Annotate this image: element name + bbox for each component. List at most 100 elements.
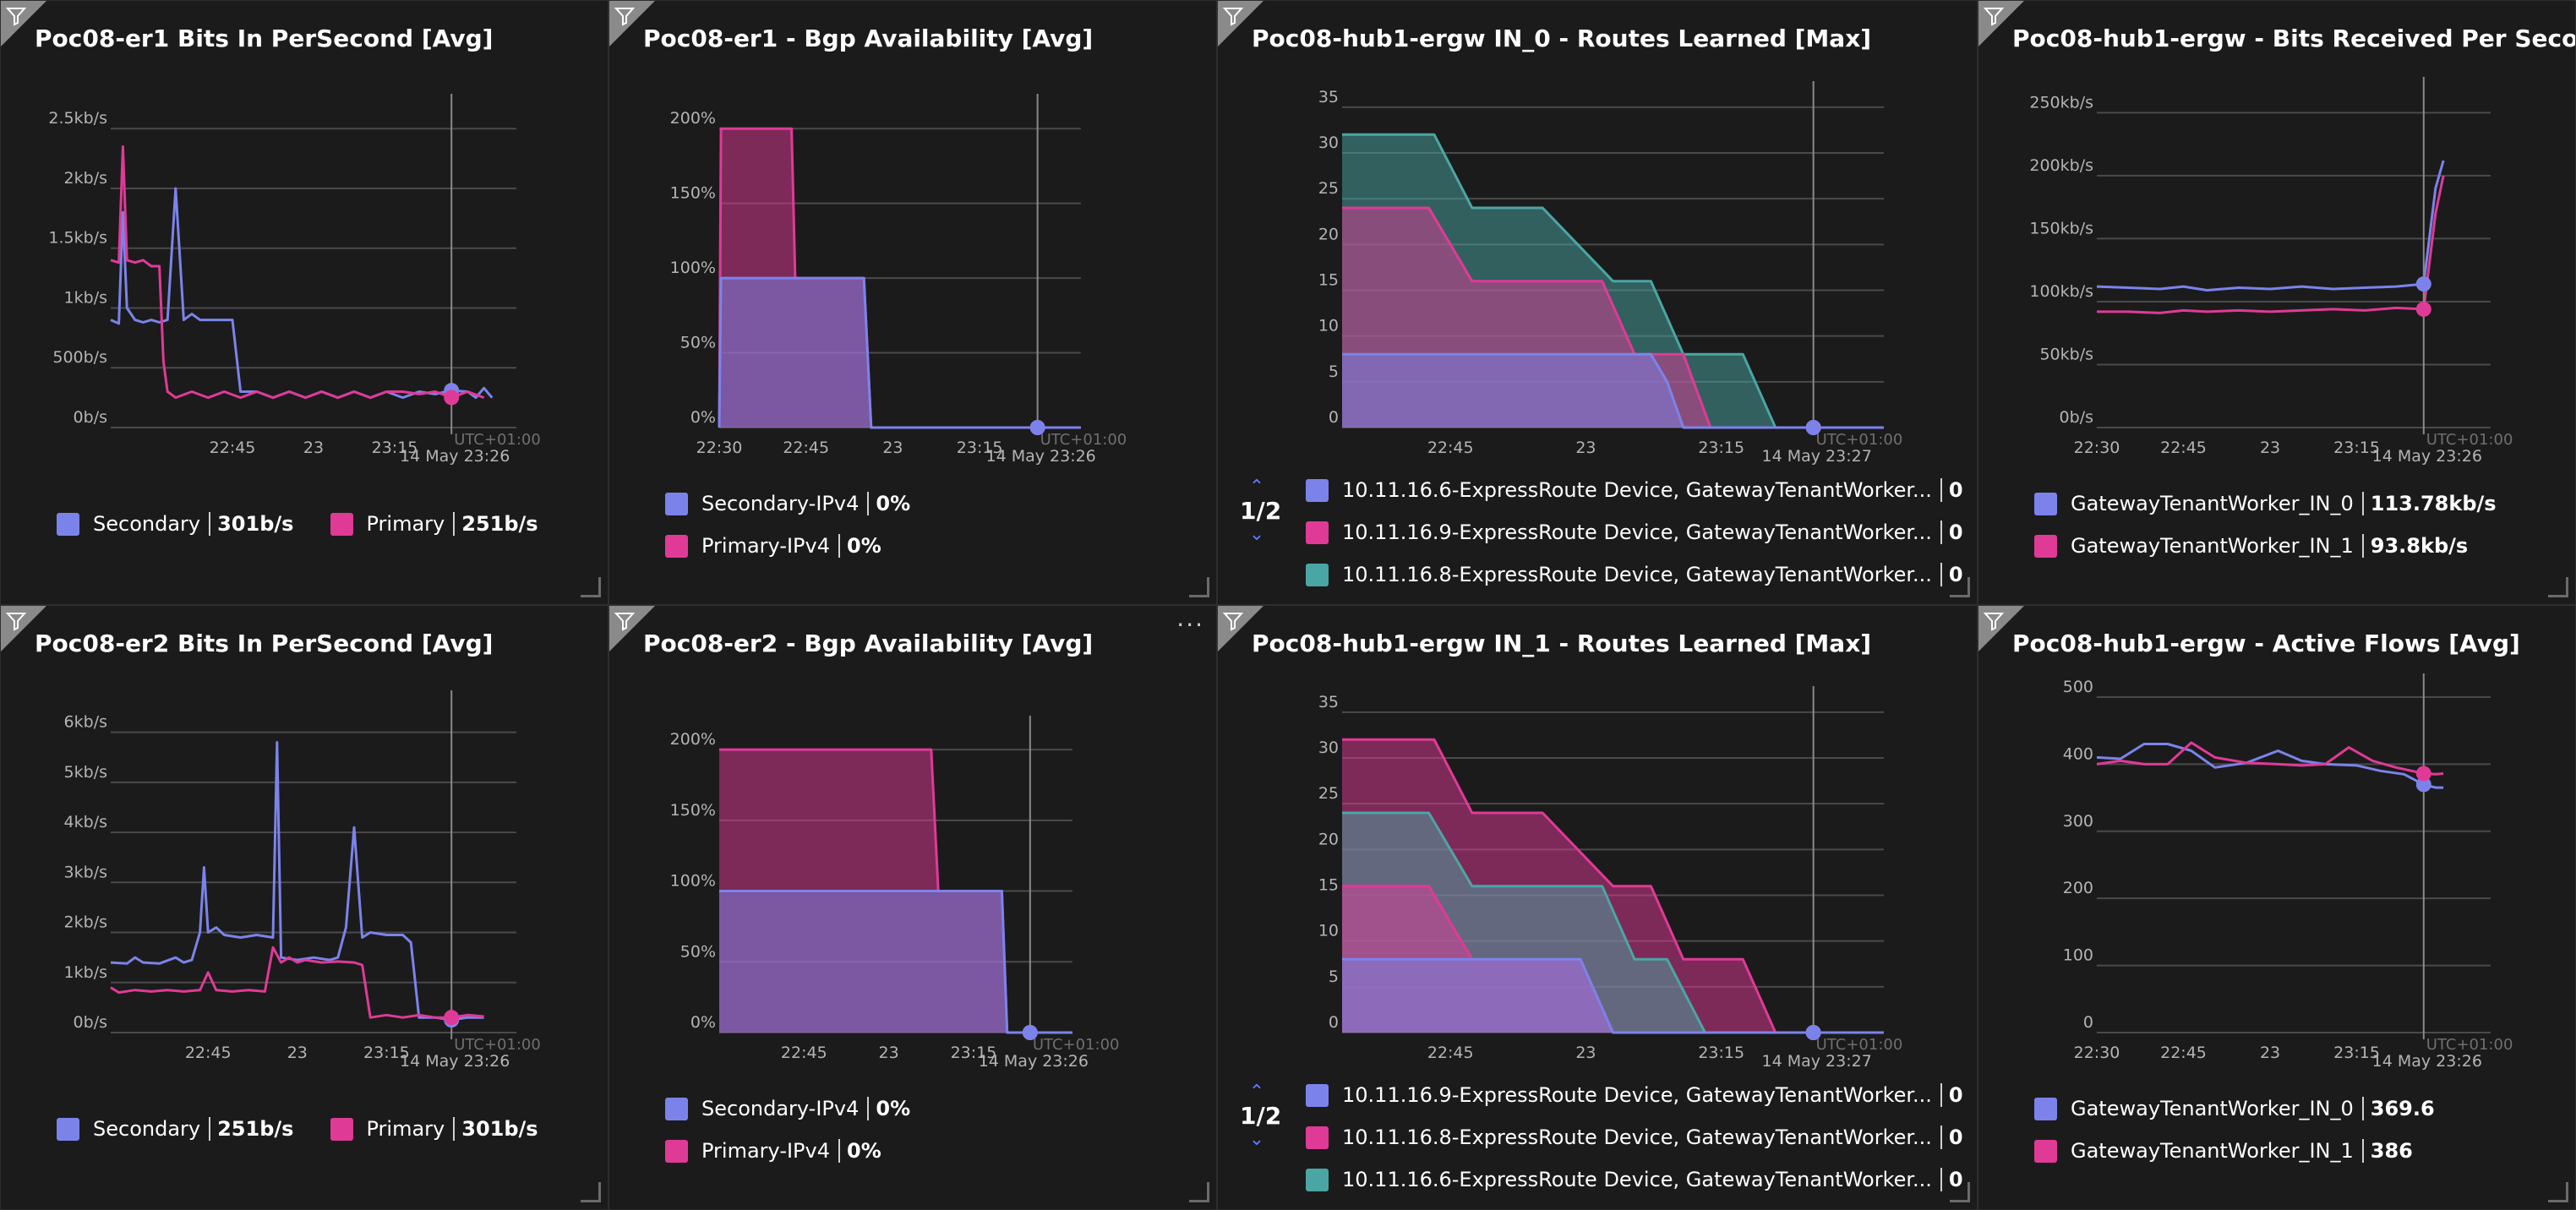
legend-value: 93.8kb/s — [2370, 534, 2469, 558]
legend-label: Secondary-IPv4 — [701, 1097, 860, 1120]
resize-handle[interactable] — [1189, 577, 1209, 597]
y-tick-label: 250kb/s — [2029, 93, 2093, 112]
y-tick-label: 0% — [690, 1013, 716, 1032]
timezone-label: UTC+01:00 — [1033, 1036, 1120, 1054]
resize-handle[interactable] — [1189, 1182, 1209, 1202]
tile-hub1-bits-recv[interactable]: Poc08-hub1-ergw - Bits Received Per Seco… — [1978, 0, 2576, 605]
filter-icon — [614, 8, 636, 26]
y-tick-label: 10 — [1318, 317, 1339, 335]
cursor-time-label: 14 May 23:26 — [400, 447, 510, 466]
chart: 0% 50% 100% 150% 200% 22:45 23 23:15 UTC+01:0014… — [670, 716, 1120, 1071]
x-tick-label: 23 — [287, 1044, 308, 1062]
x-tick-label: 23:15 — [2333, 1044, 2380, 1062]
tile-er1-bits[interactable]: Poc08-er1 Bits In PerSecond [Avg] 0b/s 500… — [0, 0, 609, 605]
x-tick-label: 22:45 — [783, 439, 829, 457]
series-line — [1342, 133, 1884, 429]
series-area — [1342, 959, 1884, 1033]
y-tick-label: 15 — [1318, 271, 1339, 290]
x-tick-label: 22:45 — [210, 439, 256, 457]
legend-label: GatewayTenantWorker_IN_1 — [2071, 534, 2354, 558]
legend-swatch — [665, 1097, 688, 1120]
legend-separator — [1940, 563, 1942, 586]
legend-item[interactable]: 10.11.16.6-ExpressRoute Device, GatewayT… — [1306, 1165, 1963, 1194]
y-tick-label: 50% — [680, 334, 716, 352]
tile-er1-bgp[interactable]: Poc08-er1 - Bgp Availability [Avg] 0% 50% 1… — [609, 0, 1217, 605]
legend-item[interactable]: 10.11.16.6-ExpressRoute Device, GatewayT… — [1306, 476, 1963, 504]
y-tick-label: 100 — [2063, 946, 2093, 965]
legend-item[interactable]: Primary 251b/s — [330, 510, 538, 538]
x-tick-label: 23 — [882, 439, 903, 457]
series-line — [1342, 352, 1884, 429]
more-options-icon[interactable]: ··· — [1176, 611, 1204, 639]
legend-value: 0 — [1948, 521, 1963, 544]
cursor-time-label: 14 May 23:26 — [979, 1052, 1089, 1071]
tile-er2-bgp[interactable]: Poc08-er2 - Bgp Availability [Avg] ··· 0% 5… — [609, 605, 1217, 1210]
page-indicator: 1/2 — [1240, 1102, 1282, 1130]
cursor-point — [2415, 301, 2431, 317]
resize-handle[interactable] — [1950, 1182, 1970, 1202]
legend-swatch — [665, 1139, 688, 1163]
x-tick-label: 23 — [2260, 439, 2280, 457]
cursor-point — [2415, 777, 2431, 793]
tile-hub1-in0-routes[interactable]: Poc08-hub1-ergw IN_0 - Routes Learned [M… — [1217, 0, 1978, 605]
legend-separator — [838, 1139, 841, 1163]
tile-hub1-flows[interactable]: Poc08-hub1-ergw - Active Flows [Avg] 0 100… — [1978, 605, 2576, 1210]
legend-pager[interactable]: ⌃ 1/2 ⌄ — [1240, 477, 1282, 545]
legend-item[interactable]: GatewayTenantWorker_IN_0 113.78kb/s — [2034, 489, 2497, 518]
legend-value: 301b/s — [461, 1117, 538, 1141]
legend-item[interactable]: Secondary 301b/s — [57, 510, 293, 538]
resize-handle[interactable] — [1950, 577, 1970, 597]
legend-item[interactable]: 10.11.16.8-ExpressRoute Device, GatewayT… — [1306, 560, 1963, 589]
legend-item[interactable]: Secondary 251b/s — [57, 1115, 293, 1143]
x-tick-label: 23:15 — [1698, 1044, 1744, 1062]
series-line — [1342, 957, 1884, 1034]
legend-item[interactable]: GatewayTenantWorker_IN_1 93.8kb/s — [2034, 531, 2468, 560]
y-tick-label: 10 — [1318, 922, 1339, 940]
legend-value: 0 — [1948, 563, 1963, 586]
tile-er2-bits[interactable]: Poc08-er2 Bits In PerSecond [Avg] 0b/s 1kb… — [0, 605, 609, 1210]
legend-item[interactable]: Primary-IPv4 0% — [665, 531, 881, 560]
tile-title: Poc08-hub1-ergw - Active Flows [Avg] — [2012, 630, 2520, 657]
y-tick-label: 25 — [1318, 784, 1339, 803]
resize-handle[interactable] — [581, 577, 601, 597]
legend-item[interactable]: Secondary-IPv4 0% — [665, 489, 910, 518]
legend-item[interactable]: Secondary-IPv4 0% — [665, 1094, 910, 1123]
legend-swatch — [1306, 521, 1329, 544]
y-tick-label: 0 — [1329, 1013, 1339, 1032]
legend-value: 251b/s — [217, 1117, 294, 1141]
cursor-time-label: 14 May 23:26 — [985, 447, 1095, 466]
legend-item[interactable]: 10.11.16.9-ExpressRoute Device, GatewayT… — [1306, 518, 1963, 547]
resize-handle[interactable] — [2548, 1182, 2568, 1202]
tile-title: Poc08-hub1-ergw - Bits Received Per Seco… — [2012, 25, 2576, 52]
legend-label: 10.11.16.9-ExpressRoute Device, GatewayT… — [1342, 1083, 1932, 1107]
legend-item[interactable]: Primary-IPv4 0% — [665, 1136, 881, 1165]
x-tick-label: 22:45 — [2160, 1044, 2207, 1062]
filter-icon — [1983, 613, 2005, 631]
legend-item[interactable]: Primary 301b/s — [330, 1115, 538, 1143]
legend-swatch — [665, 492, 688, 515]
legend-separator — [2361, 492, 2364, 515]
resize-handle[interactable] — [581, 1182, 601, 1202]
legend-label: Secondary — [93, 1117, 201, 1141]
chevron-down-icon[interactable]: ⌄ — [1248, 524, 1265, 545]
resize-handle[interactable] — [2548, 577, 2568, 597]
legend-item[interactable]: GatewayTenantWorker_IN_0 369.6 — [2034, 1094, 2435, 1123]
series-line — [1342, 738, 1884, 1034]
legend-item[interactable]: 10.11.16.9-ExpressRoute Device, GatewayT… — [1306, 1081, 1963, 1109]
legend-item[interactable]: GatewayTenantWorker_IN_1 386 — [2034, 1136, 2413, 1165]
x-tick-label: 22:30 — [2074, 439, 2120, 457]
legend-item[interactable]: 10.11.16.8-ExpressRoute Device, GatewayT… — [1306, 1123, 1963, 1152]
legend-separator — [209, 512, 211, 536]
tile-hub1-in1-routes[interactable]: Poc08-hub1-ergw IN_1 - Routes Learned [M… — [1217, 605, 1978, 1210]
legend-pager[interactable]: ⌃ 1/2 ⌄ — [1240, 1082, 1282, 1150]
cursor-point — [1029, 420, 1045, 435]
page-indicator: 1/2 — [1240, 497, 1282, 525]
legend-label: Primary-IPv4 — [701, 1139, 831, 1163]
legend-swatch — [2034, 1139, 2057, 1163]
chevron-down-icon[interactable]: ⌄ — [1248, 1129, 1265, 1150]
legend-label: 10.11.16.8-ExpressRoute Device, GatewayT… — [1342, 1126, 1932, 1149]
legend-separator — [209, 1117, 211, 1141]
chevron-up-icon[interactable]: ⌃ — [1248, 477, 1265, 498]
legend-swatch — [1306, 1126, 1329, 1149]
chevron-up-icon[interactable]: ⌃ — [1248, 1082, 1265, 1103]
